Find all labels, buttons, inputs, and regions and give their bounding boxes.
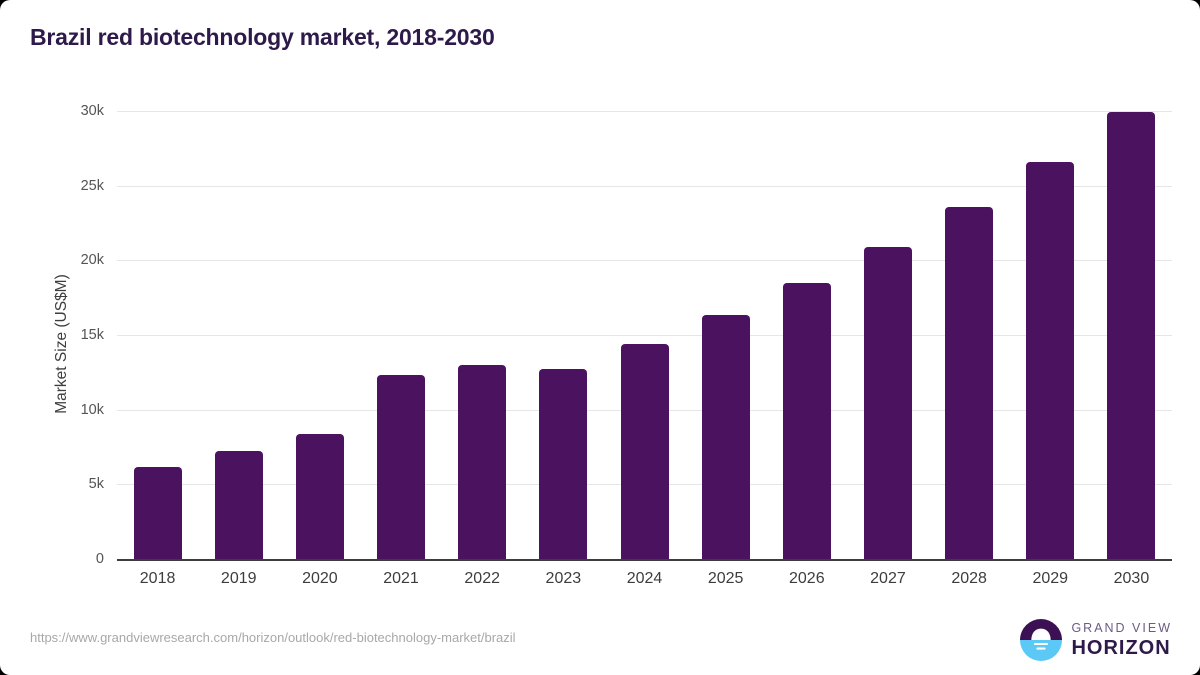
y-axis-tick-label: 10k — [80, 401, 104, 418]
x-axis-tick-label: 2026 — [789, 570, 825, 587]
x-axis-tick-label: 2028 — [951, 570, 987, 587]
y-axis-tick-label: 5k — [88, 476, 104, 493]
y-axis-tick-label: 0 — [95, 551, 104, 567]
gridline — [117, 335, 1172, 336]
bar-2021[interactable] — [377, 375, 426, 559]
x-axis-tick-label: 2025 — [707, 570, 744, 587]
gridline — [117, 185, 1172, 187]
y-axis-tick-label: 20k — [80, 252, 104, 269]
bar-2024[interactable] — [620, 343, 669, 559]
y-axis-tick-label: 25k — [80, 177, 104, 194]
bar-2026[interactable] — [782, 282, 831, 559]
x-axis-tick-label: 2027 — [870, 570, 906, 587]
x-axis-tick-label: 2029 — [1032, 570, 1069, 587]
bar-2027[interactable] — [863, 246, 912, 559]
x-axis-tick-label: 2030 — [1113, 570, 1150, 587]
bar-2018[interactable] — [133, 467, 182, 559]
x-axis-tick-label: 2022 — [464, 570, 500, 587]
bar-2022[interactable] — [458, 364, 507, 559]
bar-2025[interactable] — [701, 314, 750, 559]
bar-2019[interactable] — [214, 450, 263, 559]
logo-brand-line1: GRAND VIEW — [1071, 620, 1172, 635]
y-axis-tick-label: 15k — [80, 327, 104, 343]
x-axis-tick-label: 2019 — [220, 570, 257, 587]
bar-2029[interactable] — [1026, 161, 1075, 559]
x-axis-tick-label: 2018 — [139, 570, 176, 587]
y-axis-ticks: 0 5k 10k 15k 20k 25k 30k — [0, 0, 104, 675]
gridline — [117, 260, 1172, 262]
y-axis-tick-label: 30k — [80, 103, 104, 119]
logo-text: GRAND VIEW HORIZON — [1071, 622, 1172, 659]
x-axis-tick-label: 2024 — [626, 570, 663, 587]
bar-2030[interactable] — [1107, 111, 1156, 559]
grand-view-horizon-logo: GRAND VIEW HORIZON — [1020, 618, 1172, 662]
bar-2020[interactable] — [295, 434, 344, 559]
horizon-circle-icon — [1020, 619, 1063, 661]
bar-2023[interactable] — [539, 368, 588, 559]
bar-2028[interactable] — [945, 206, 994, 559]
x-axis-tick-label: 2020 — [302, 570, 338, 587]
page-title: Brazil red biotechnology market, 2018-20… — [30, 24, 495, 50]
plot-inner — [117, 111, 1172, 559]
x-axis-tick-label: 2023 — [545, 570, 582, 587]
logo-brand-line2: HORIZON — [1071, 637, 1171, 660]
source-url[interactable]: https://www.grandviewresearch.com/horizo… — [30, 630, 516, 645]
x-axis-line — [117, 559, 1172, 561]
x-axis-tick-label: 2021 — [383, 570, 419, 587]
gridline — [117, 111, 1172, 112]
